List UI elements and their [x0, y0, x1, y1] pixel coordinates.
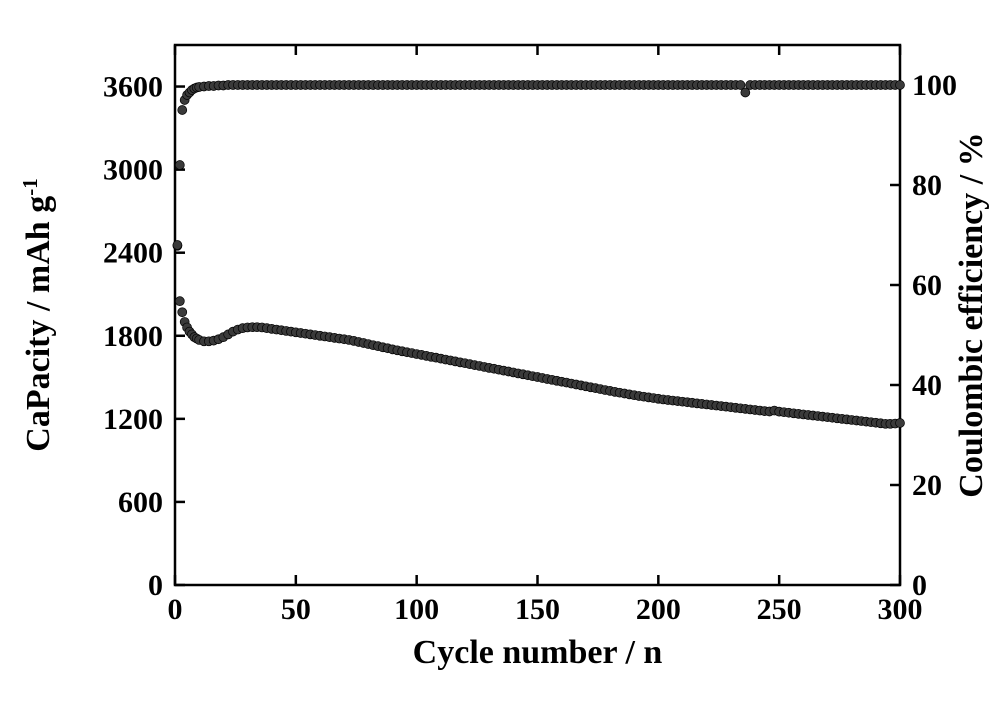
svg-text:20: 20	[912, 469, 942, 502]
svg-text:1200: 1200	[103, 403, 163, 436]
svg-text:Coulombic efficiency / %: Coulombic efficiency / %	[953, 132, 990, 497]
svg-text:CaPacity / mAh g-1: CaPacity / mAh g-1	[18, 178, 57, 451]
svg-text:0: 0	[148, 569, 163, 602]
svg-text:1800: 1800	[103, 320, 163, 353]
svg-text:Cycle number / n: Cycle number / n	[413, 634, 663, 671]
svg-text:0: 0	[168, 593, 183, 626]
svg-text:50: 50	[281, 593, 311, 626]
svg-text:600: 600	[118, 486, 163, 519]
svg-text:100: 100	[912, 69, 957, 102]
chart-svg: 0501001502002503000600120018002400300036…	[0, 0, 1000, 704]
svg-text:3600: 3600	[103, 71, 163, 104]
svg-text:150: 150	[515, 593, 560, 626]
svg-text:250: 250	[757, 593, 802, 626]
svg-text:2400: 2400	[103, 237, 163, 270]
svg-text:0: 0	[912, 569, 927, 602]
dual-axis-scatter-chart: 0501001502002503000600120018002400300036…	[0, 0, 1000, 704]
svg-text:60: 60	[912, 269, 942, 302]
svg-text:40: 40	[912, 369, 942, 402]
svg-text:100: 100	[394, 593, 439, 626]
svg-text:200: 200	[636, 593, 681, 626]
svg-text:3000: 3000	[103, 154, 163, 187]
svg-text:80: 80	[912, 169, 942, 202]
